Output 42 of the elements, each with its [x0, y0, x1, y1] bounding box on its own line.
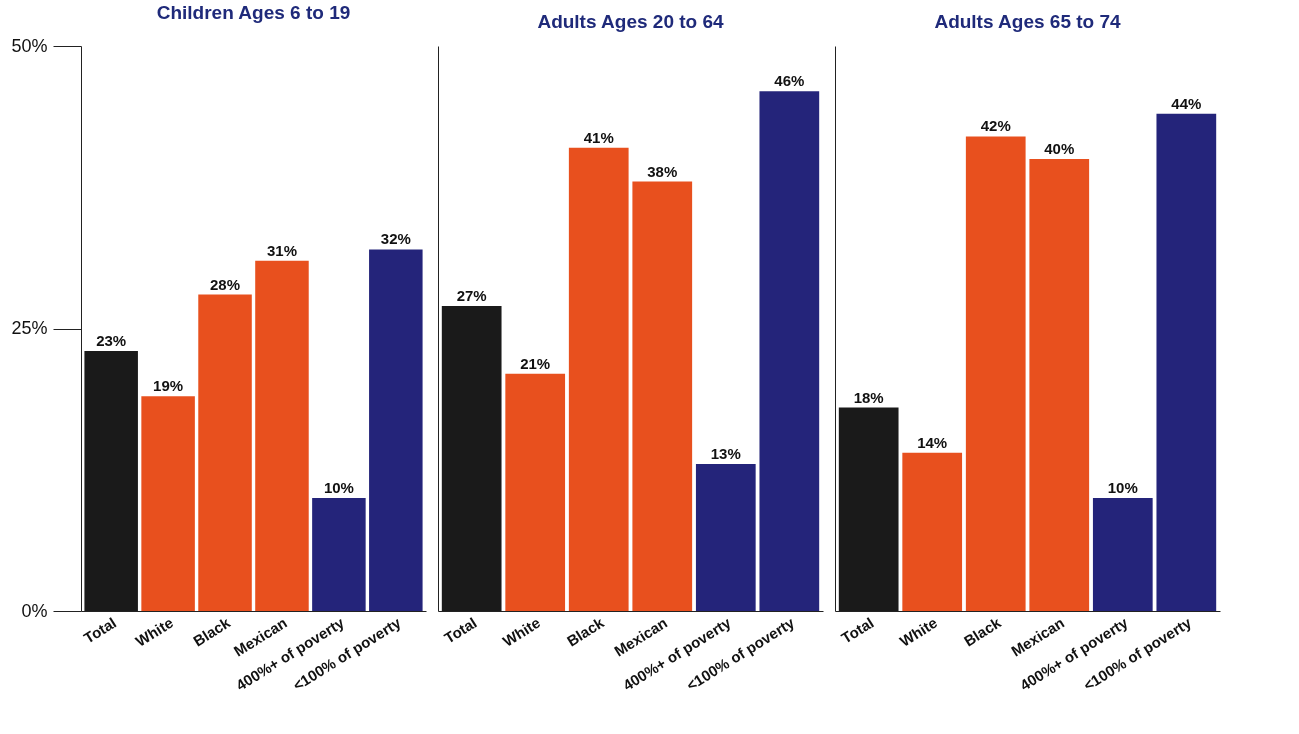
data-label: 10% — [1107, 479, 1138, 496]
chart-title: Children Ages 6 to 19 — [156, 2, 351, 23]
data-label: 40% — [1044, 140, 1075, 157]
bar — [312, 498, 366, 611]
data-label: 38% — [647, 162, 678, 180]
y-tick-label: 0% — [21, 600, 48, 621]
data-label: 14% — [917, 433, 948, 451]
data-label: 10% — [323, 479, 354, 496]
bar — [1156, 113, 1217, 611]
bar — [141, 396, 195, 611]
data-label: 28% — [210, 275, 241, 293]
x-tick-label: Total — [441, 613, 480, 647]
bar — [568, 147, 629, 611]
bar — [505, 373, 566, 611]
chart-title: Adults Ages 20 to 64 — [537, 11, 725, 32]
bar — [1029, 159, 1090, 611]
y-tick-label: 50% — [11, 35, 48, 56]
data-label: 46% — [774, 72, 805, 90]
bar — [198, 294, 252, 611]
data-label: 42% — [980, 117, 1011, 135]
data-label: 18% — [853, 388, 884, 406]
bar — [632, 181, 693, 611]
data-label: 13% — [710, 445, 741, 463]
data-label: 19% — [153, 377, 184, 395]
data-label: 27% — [456, 286, 487, 304]
bar — [695, 464, 756, 611]
bar — [902, 452, 963, 611]
chart-title: Adults Ages 65 to 74 — [934, 11, 1122, 32]
bar — [255, 260, 309, 611]
data-label: 21% — [520, 354, 551, 372]
data-label: 32% — [380, 230, 411, 248]
bar — [369, 249, 423, 611]
bar — [759, 91, 820, 611]
data-label: 23% — [96, 332, 127, 350]
x-tick-label: Total — [80, 613, 120, 647]
bar — [965, 136, 1026, 611]
data-label: 44% — [1171, 94, 1202, 112]
data-label: 41% — [583, 128, 614, 146]
bar — [1092, 498, 1153, 611]
x-tick-label: Total — [838, 613, 877, 647]
y-tick-label: 25% — [11, 318, 48, 338]
data-label: 31% — [266, 241, 297, 259]
